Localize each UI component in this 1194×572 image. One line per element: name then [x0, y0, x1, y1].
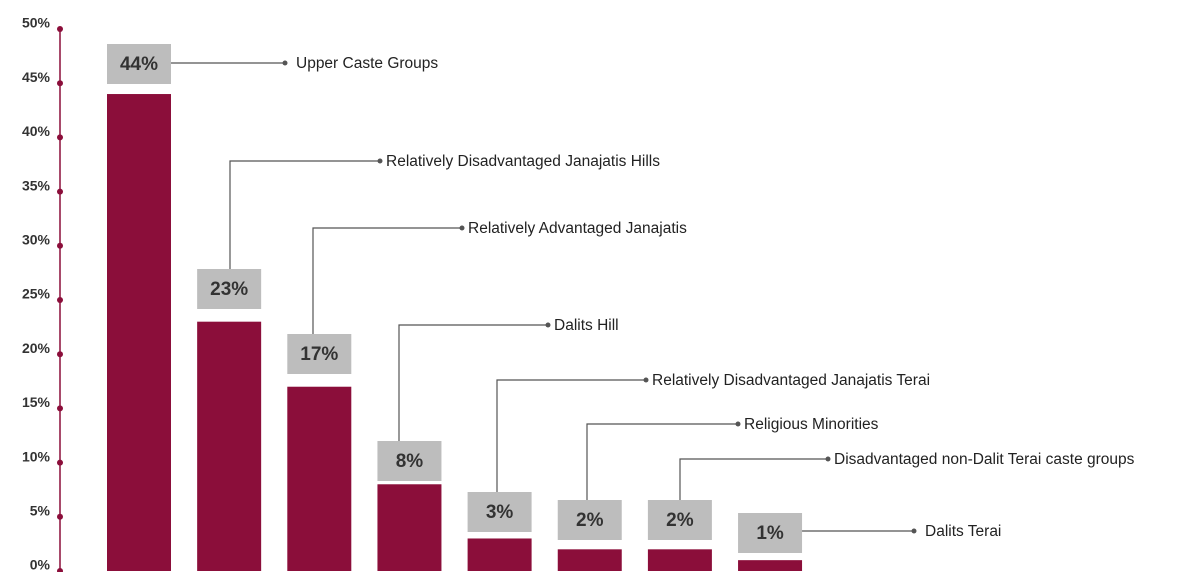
y-tick-dot	[57, 513, 63, 520]
connector	[398, 324, 548, 441]
connector	[496, 379, 646, 492]
y-tick-label: 35%	[22, 177, 51, 193]
y-tick-dot	[57, 80, 63, 87]
bar	[107, 94, 171, 571]
value-label-box	[467, 492, 532, 532]
bar	[197, 321, 262, 571]
value-label: 8%	[396, 451, 424, 472]
y-tick-dot	[57, 351, 63, 358]
connector-dot	[825, 456, 831, 462]
value-label: 44%	[120, 54, 158, 75]
category-label: Relatively Disadvantaged Janajatis Terai	[652, 372, 930, 389]
y-tick-dot	[57, 405, 63, 412]
bar	[467, 538, 532, 571]
y-tick-label: 25%	[22, 286, 51, 302]
value-label-box	[377, 441, 442, 481]
connector-dot	[459, 225, 465, 231]
connector-dot	[377, 158, 383, 164]
category-label: Dalits Hill	[554, 317, 619, 334]
value-label: 3%	[486, 502, 514, 523]
bar	[377, 484, 442, 571]
category-label: Dalits Terai	[925, 523, 1001, 540]
y-tick-label: 0%	[30, 557, 51, 572]
bar	[287, 386, 352, 571]
y-tick-label: 45%	[22, 69, 51, 85]
y-tick-label: 40%	[22, 123, 51, 139]
value-label: 23%	[210, 279, 248, 300]
category-label: Relatively Disadvantaged Janajatis Hills	[386, 153, 660, 170]
connector-dot	[735, 421, 741, 427]
connector-dot	[911, 528, 917, 534]
bar	[647, 549, 712, 571]
connector	[679, 458, 828, 500]
y-tick-label: 30%	[22, 232, 51, 248]
y-tick-dot	[57, 459, 63, 466]
value-label-box	[107, 44, 171, 84]
y-tick-dot	[57, 297, 63, 303]
y-tick-label: 20%	[22, 340, 51, 356]
category-label: Religious Minorities	[744, 416, 879, 433]
value-label-box	[287, 334, 352, 374]
connector-dot	[282, 60, 288, 66]
category-label: Upper Caste Groups	[296, 55, 438, 72]
y-tick-dot	[57, 242, 63, 249]
connector-dot	[545, 322, 551, 328]
y-tick-dot	[57, 568, 63, 572]
y-tick-dot	[57, 26, 63, 32]
y-tick-dot	[57, 188, 63, 195]
value-label-box	[647, 500, 712, 540]
category-label: Disadvantaged non-Dalit Terai caste grou…	[834, 451, 1135, 468]
bar	[557, 549, 622, 571]
connector-dot	[643, 377, 649, 383]
connector	[586, 423, 738, 500]
y-tick-label: 5%	[30, 503, 51, 519]
bar	[738, 560, 803, 571]
connector	[312, 227, 462, 334]
value-label: 2%	[666, 510, 694, 531]
value-label: 2%	[576, 510, 604, 531]
value-label-box	[738, 513, 803, 553]
value-label: 17%	[300, 344, 338, 365]
value-label: 1%	[756, 523, 784, 544]
y-tick-dot	[57, 134, 63, 141]
value-label-box	[197, 269, 262, 309]
y-tick-label: 10%	[22, 448, 51, 464]
category-label: Relatively Advantaged Janajatis	[468, 220, 687, 237]
y-tick-label: 15%	[22, 394, 51, 410]
connector	[229, 160, 380, 269]
value-label-box	[557, 500, 622, 540]
y-tick-label: 50%	[22, 15, 51, 31]
